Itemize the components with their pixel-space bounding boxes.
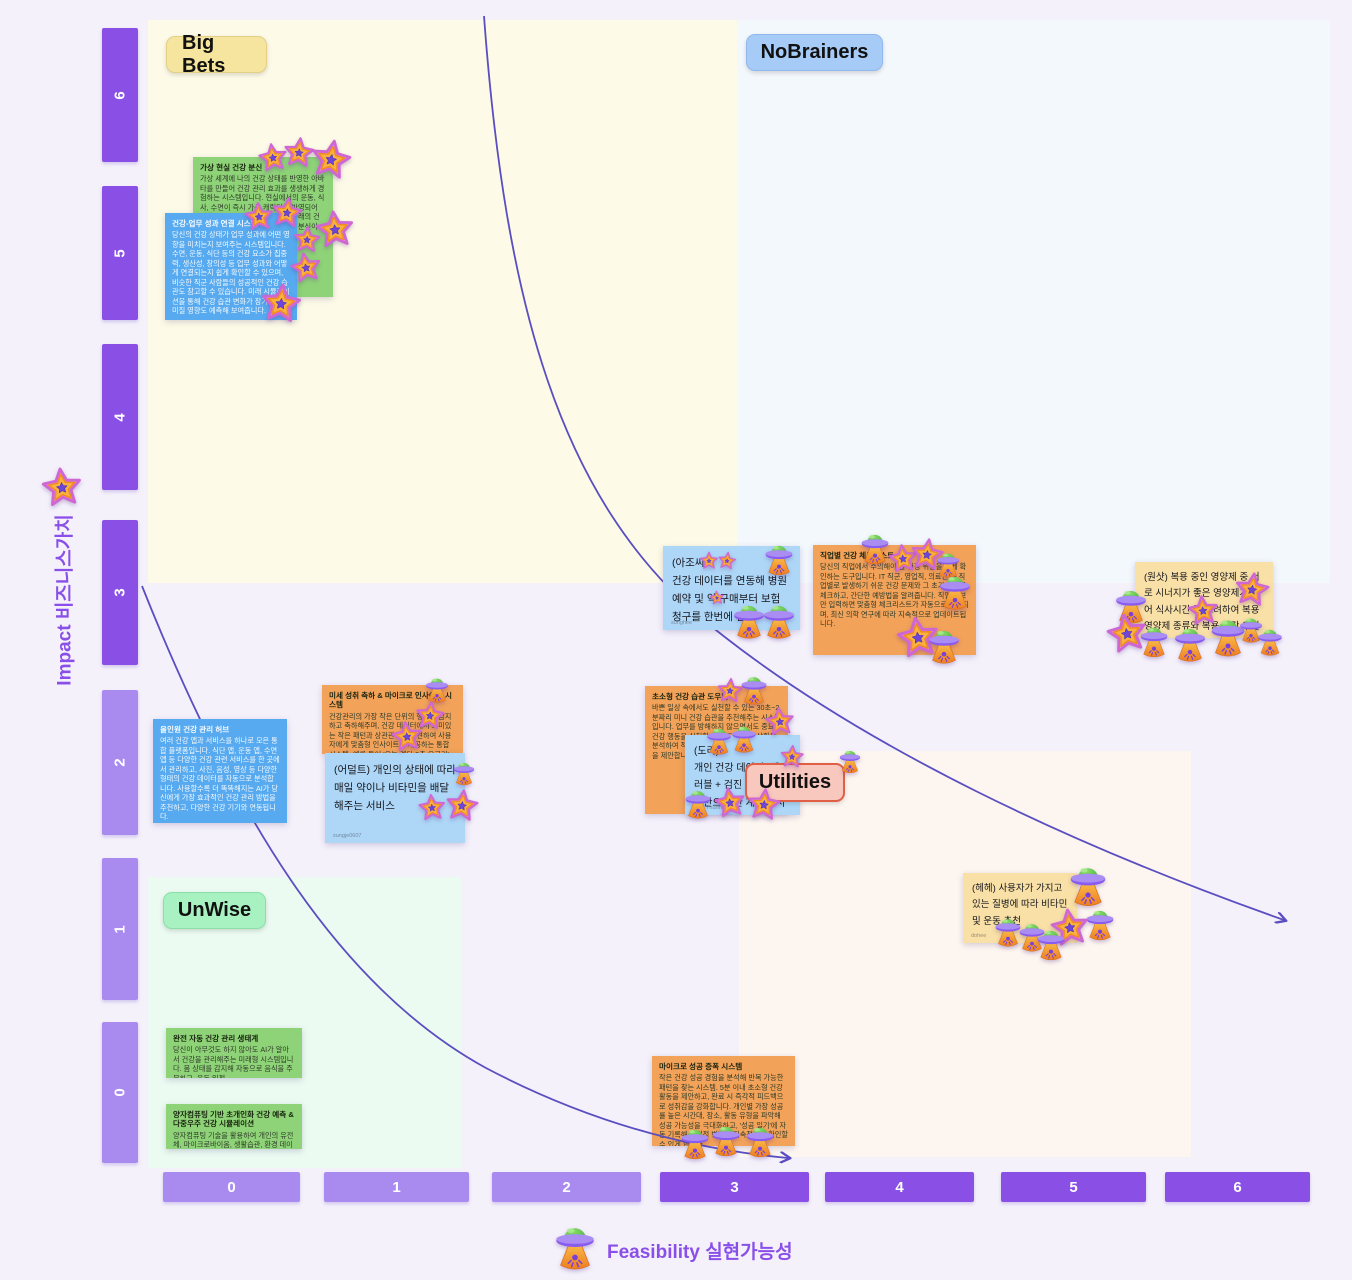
note-title: 완전 자동 건강 관리 생태계 (173, 1034, 259, 1043)
note-title: 가상 현실 건강 분신 (200, 163, 263, 172)
y-axis-tick-label: 3 (111, 588, 129, 597)
x-axis-tick-6: 6 (1165, 1172, 1310, 1202)
star-vote-sticker[interactable] (779, 744, 805, 770)
ufo-vote-sticker[interactable] (1034, 923, 1068, 964)
y-axis-tick-label: 2 (111, 758, 129, 767)
y-axis-tick-1: 1 (102, 858, 138, 1000)
y-axis-tick-2: 2 (102, 690, 138, 835)
star-vote-sticker[interactable] (309, 138, 353, 182)
ufo-vote-sticker[interactable] (682, 784, 714, 822)
star-vote-sticker[interactable] (444, 788, 480, 824)
star-vote-sticker[interactable] (270, 196, 304, 230)
star-vote-sticker[interactable] (314, 209, 356, 251)
y-axis-tick-label: 5 (111, 248, 129, 258)
quadrant-label-unwise[interactable]: UnWise (163, 892, 266, 929)
y-axis-tick-4: 4 (102, 344, 138, 490)
note-title: 건강-업무 성과 연결 시스템 (172, 219, 258, 228)
y-axis-tick-3: 3 (102, 520, 138, 665)
x-axis-tick-5: 5 (1001, 1172, 1146, 1202)
ufo-vote-sticker[interactable] (451, 757, 477, 788)
note-body: 당신의 건강 상태가 업무 성과에 어떤 영향을 미치는지 보여주는 시스템입니… (172, 230, 290, 316)
x-axis-tick-3: 3 (660, 1172, 809, 1202)
ufo-vote-sticker[interactable] (992, 912, 1024, 950)
y-axis-tick-label: 1 (111, 924, 129, 934)
star-vote-sticker[interactable] (292, 225, 322, 255)
ufo-vote-sticker[interactable] (837, 745, 863, 776)
ufo-vote-sticker[interactable] (1255, 623, 1285, 659)
y-axis-tick-6: 6 (102, 28, 138, 162)
quadrant-utilities (739, 751, 1191, 1157)
x-axis-tick-4: 4 (825, 1172, 974, 1202)
ufo-vote-sticker[interactable] (738, 670, 770, 708)
ufo-vote-sticker[interactable] (709, 1119, 743, 1160)
star-vote-sticker[interactable] (1233, 571, 1271, 609)
ufo-vote-sticker[interactable] (678, 1122, 712, 1163)
ufo-vote-sticker[interactable] (743, 1120, 777, 1161)
note-title: 양자컴퓨팅 기반 초개인화 건강 예측 & 다중우주 건강 시뮬레이션 (173, 1110, 294, 1129)
sticky-note-quantum-health-simulation[interactable]: 양자컴퓨팅 기반 초개인화 건강 예측 & 다중우주 건강 시뮬레이션 양자컴퓨팅… (166, 1104, 302, 1149)
ufo-vote-sticker[interactable] (936, 568, 974, 614)
y-axis-tick-label: 4 (111, 412, 129, 422)
x-axis-tick-1: 1 (324, 1172, 469, 1202)
y-axis-tick-5: 5 (102, 186, 138, 320)
x-axis-tick-0: 0 (163, 1172, 300, 1202)
star-vote-sticker[interactable] (289, 251, 323, 285)
note-author-signature: dohee (971, 933, 987, 939)
quadrant-nobrainers (737, 20, 1330, 583)
ufo-vote-sticker[interactable] (551, 1217, 599, 1275)
ufo-vote-sticker[interactable] (1016, 917, 1048, 955)
x-axis-tick-2: 2 (492, 1172, 641, 1202)
star-vote-sticker[interactable] (709, 590, 725, 606)
star-vote-sticker[interactable] (259, 282, 303, 326)
ufo-vote-sticker[interactable] (729, 720, 759, 756)
ufo-vote-sticker[interactable] (760, 597, 798, 643)
ufo-vote-sticker[interactable] (1137, 620, 1171, 661)
star-vote-sticker[interactable] (243, 201, 275, 233)
star-vote-sticker[interactable] (257, 142, 289, 174)
quadrant-label-nobrainers[interactable]: NoBrainers (746, 34, 883, 71)
ufo-vote-sticker[interactable] (762, 538, 796, 579)
note-body: 여러 건강 앱과 서비스를 하나로 모은 통합 플랫폼입니다. 식단 앱, 운동… (160, 736, 280, 822)
quadrant-label-big-bets[interactable]: Big Bets (166, 32, 267, 77)
note-title: 올인원 건강 관리 허브 (160, 725, 230, 734)
y-axis-tick-label: 0 (111, 1088, 129, 1097)
note-author-signature: sunghee (671, 620, 693, 626)
note-title: 마이크로 성공 증폭 시스템 (659, 1062, 743, 1071)
star-vote-sticker[interactable] (717, 551, 737, 571)
note-author-signature: sungje0607 (333, 833, 362, 839)
x-axis-label: Feasibility 실현가능성 (607, 1242, 793, 1263)
y-axis-tick-0: 0 (102, 1022, 138, 1163)
ufo-vote-sticker[interactable] (925, 622, 963, 668)
star-vote-sticker[interactable] (764, 706, 796, 738)
y-axis-label: Impact 비즈니스가치 (54, 514, 76, 686)
note-body: 양자컴퓨팅 기술을 활용하여 개인의 유전체, 마이크로바이옴, 생활습관, 환… (173, 1130, 294, 1149)
star-vote-sticker[interactable] (40, 466, 84, 510)
note-body: 당신이 아무것도 하지 않아도 AI가 알아서 건강을 관리해주는 미래형 시스… (173, 1045, 294, 1078)
star-vote-sticker[interactable] (746, 787, 782, 823)
star-vote-sticker[interactable] (282, 136, 316, 170)
star-vote-sticker[interactable] (390, 720, 424, 754)
y-axis-tick-label: 6 (111, 90, 129, 100)
ufo-vote-sticker[interactable] (1171, 620, 1209, 666)
star-vote-sticker[interactable] (713, 786, 747, 820)
